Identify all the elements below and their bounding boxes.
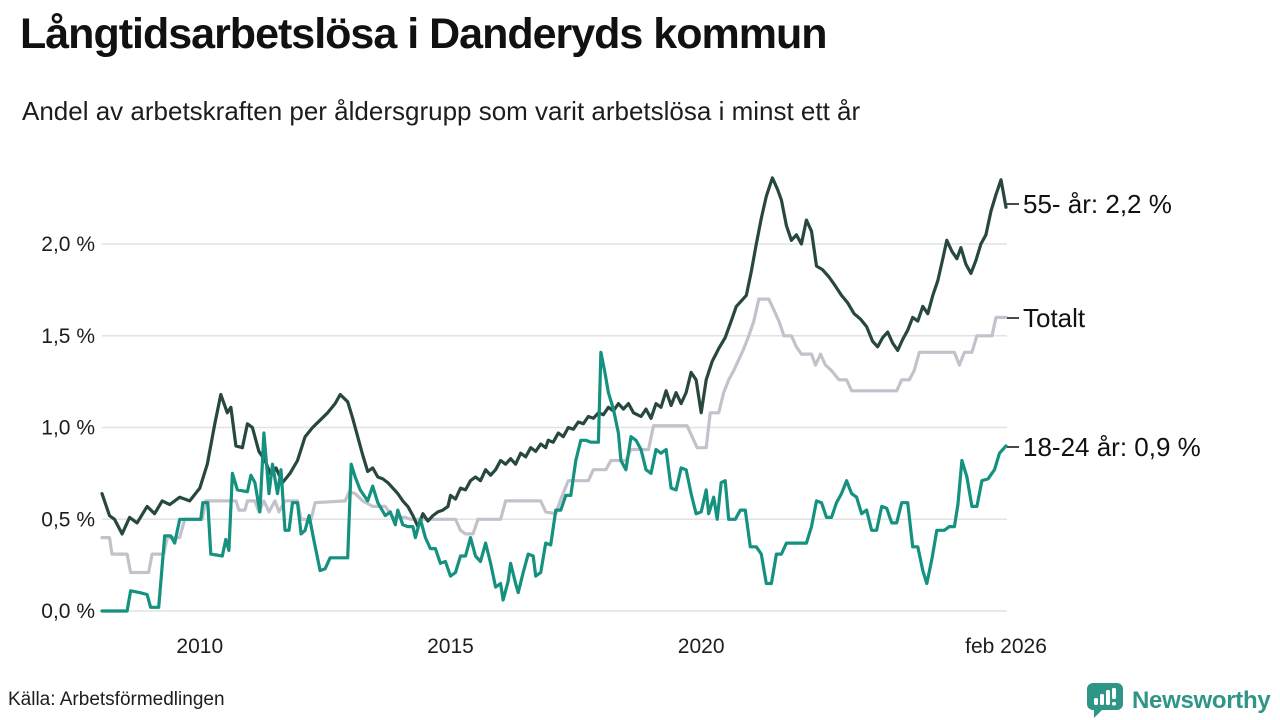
plot-area: 0,0 % 0,5 % 1,0 % 1,5 % 2,0 % 2010 2015 2020 feb… xyxy=(41,176,1047,658)
x-axis-tick-label: feb 2026 xyxy=(965,635,1047,658)
chart-subtitle: Andel av arbetskraften per åldersgrupp s… xyxy=(22,96,861,126)
page-title: Långtidsarbetslösa i Danderyds kommun xyxy=(20,10,827,58)
y-axis-tick-label: 1,0 % xyxy=(41,417,95,440)
y-axis-tick-label: 1,5 % xyxy=(41,325,95,348)
series-line-totalt xyxy=(100,297,1008,575)
x-axis-tick-label: 2015 xyxy=(427,635,474,658)
series-line-55-r xyxy=(100,176,1008,536)
newsworthy-logo: Newsworthy xyxy=(1086,682,1271,719)
newsworthy-bubble-chart-icon xyxy=(1087,683,1123,718)
x-axis-tick-label: 2010 xyxy=(176,635,223,658)
y-axis-tick-label: 0,5 % xyxy=(41,508,95,531)
series-55-end-label: 55- år: 2,2 % xyxy=(1023,189,1172,219)
series-18-24-end-label: 18-24 år: 0,9 % xyxy=(1023,432,1201,462)
source-attribution: Källa: Arbetsförmedlingen xyxy=(8,689,225,710)
y-axis-tick-label: 0,0 % xyxy=(41,600,95,623)
newsworthy-wordmark: Newsworthy xyxy=(1132,686,1271,714)
series-line-18-24r xyxy=(100,350,1008,613)
series-total-end-label: Totalt xyxy=(1023,303,1086,333)
x-axis-tick-label: 2020 xyxy=(678,635,725,658)
y-axis-tick-label: 2,0 % xyxy=(41,233,95,256)
